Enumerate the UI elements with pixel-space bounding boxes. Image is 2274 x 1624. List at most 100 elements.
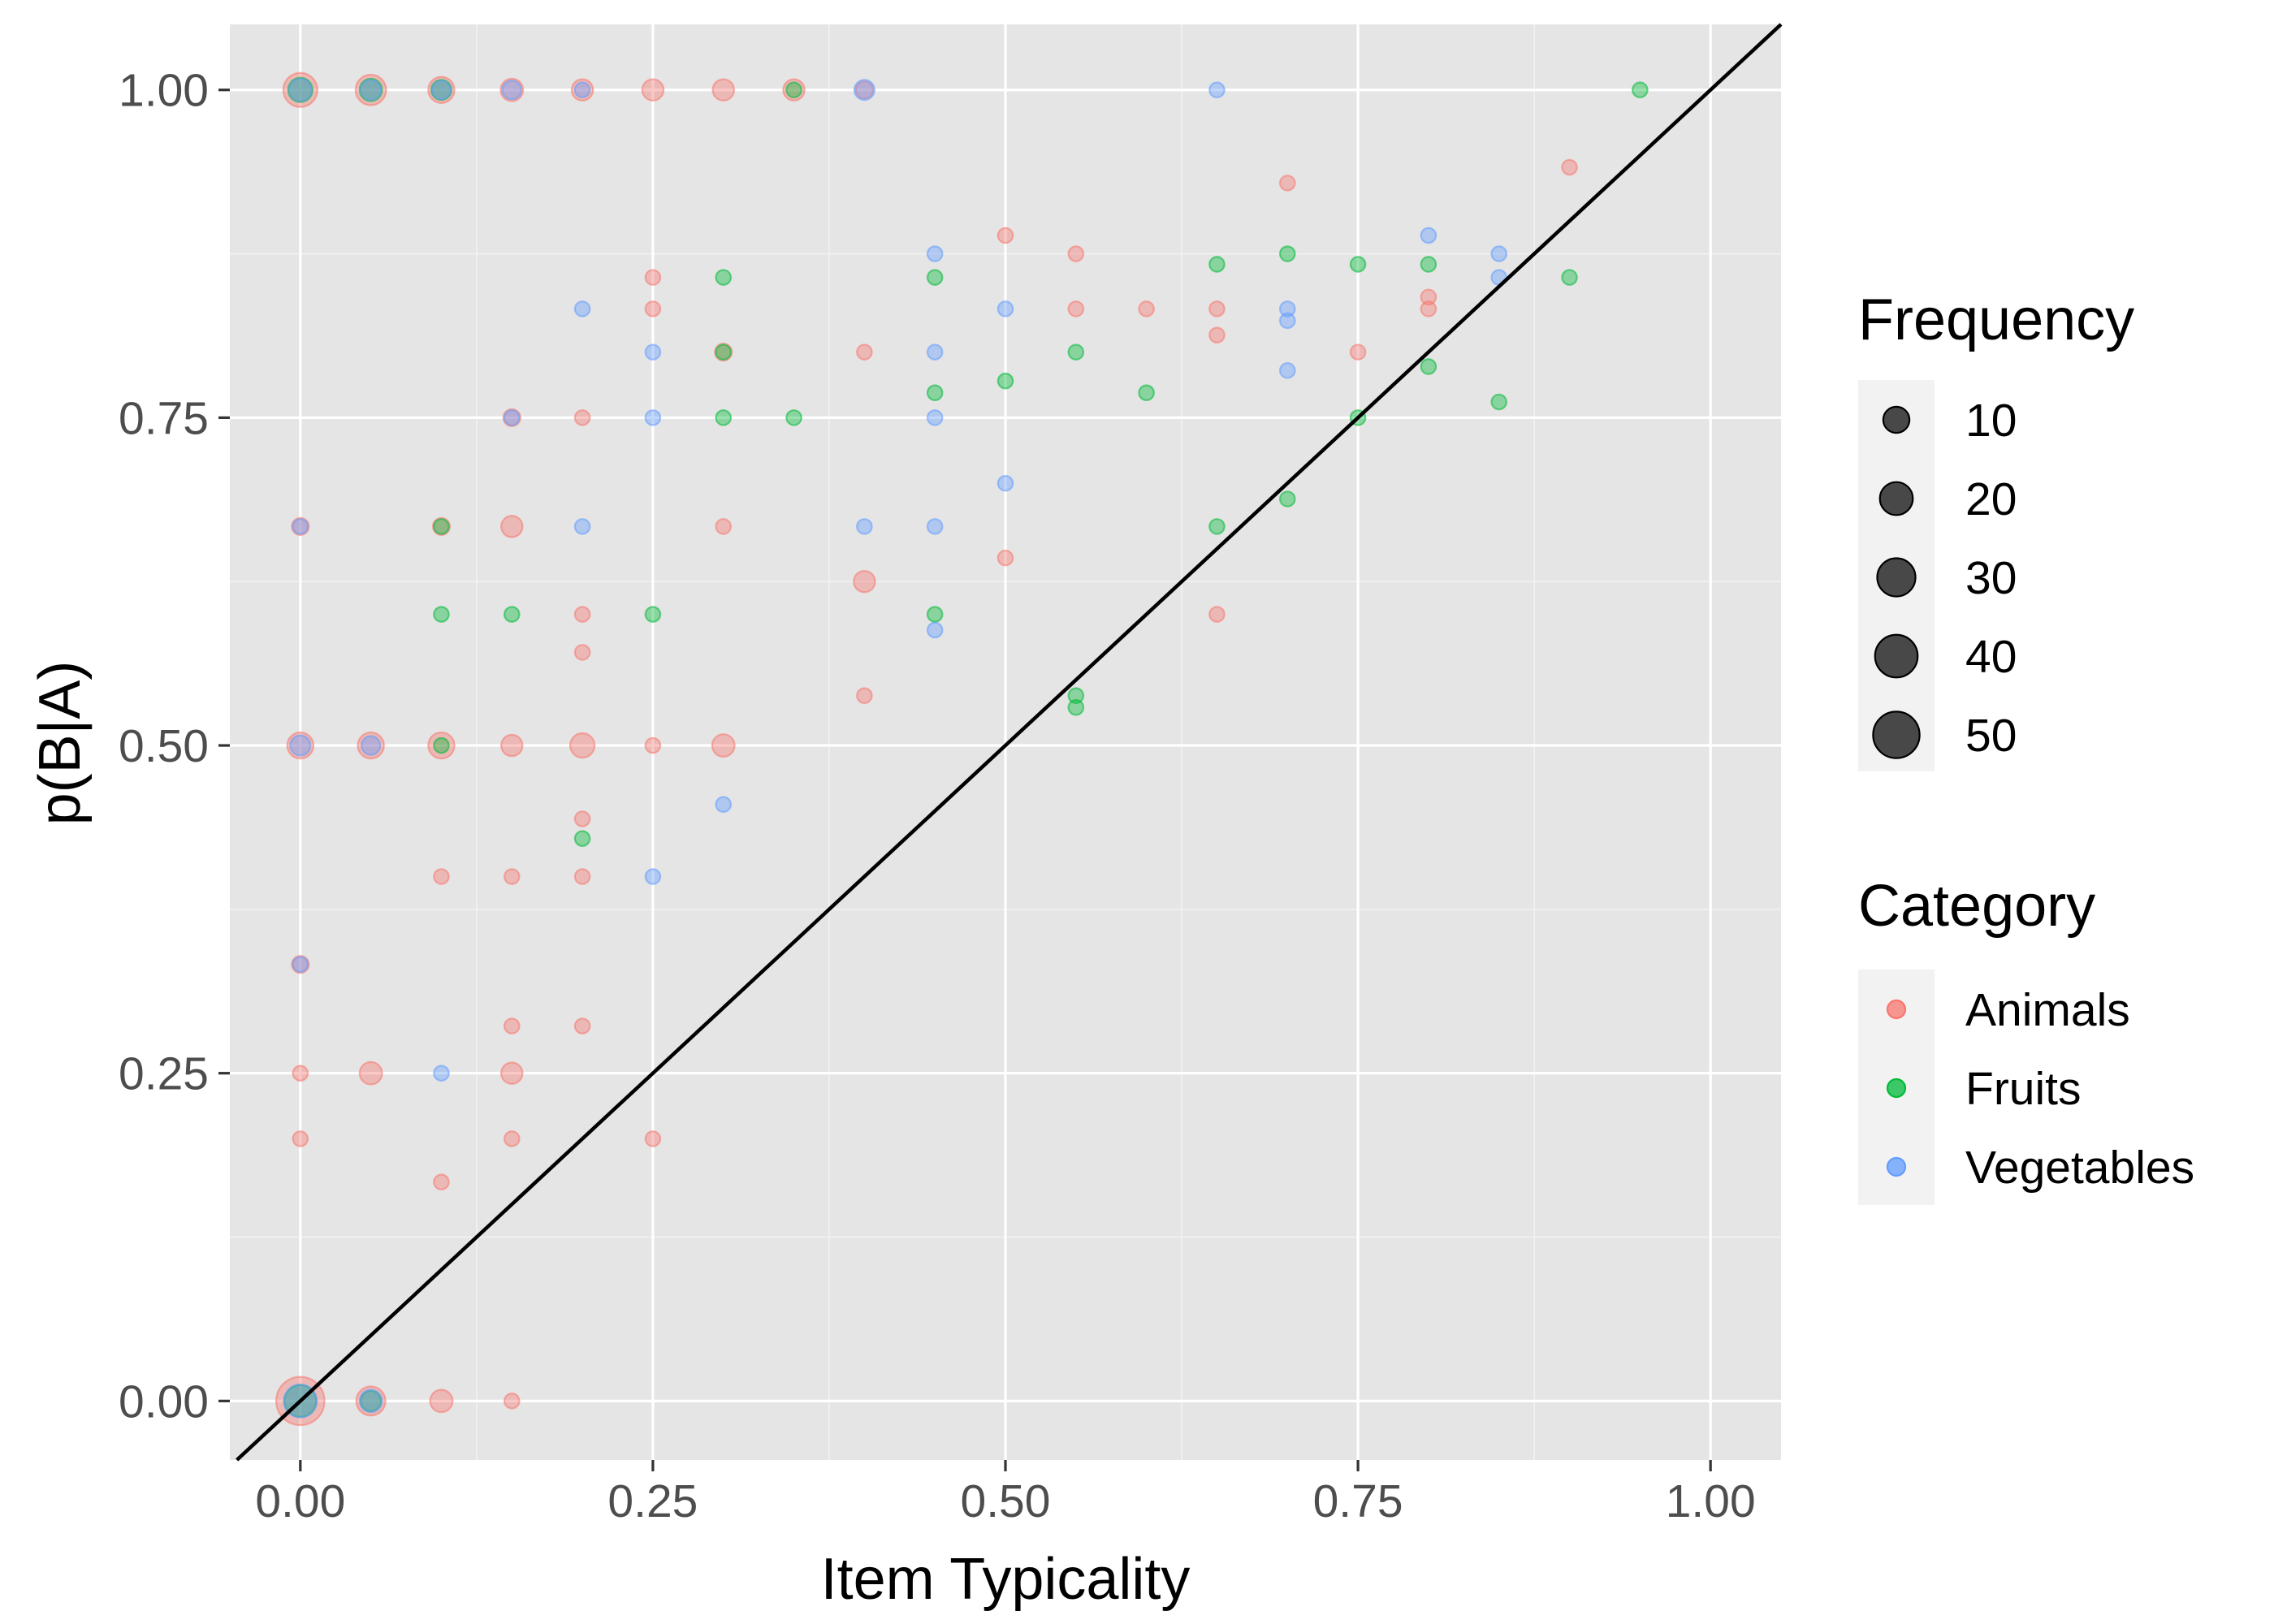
y-axis: 0.00 0.25 0.50 0.75 1.00 xyxy=(119,65,230,1427)
data-point xyxy=(1561,158,1578,176)
data-point xyxy=(1349,343,1367,361)
data-point xyxy=(427,731,456,760)
data-point xyxy=(1067,245,1085,262)
frequency-legend-key xyxy=(1874,633,1919,679)
data-point xyxy=(360,735,382,756)
data-point xyxy=(644,1130,662,1147)
data-point xyxy=(926,621,944,639)
data-point xyxy=(433,1173,450,1191)
data-point xyxy=(996,474,1014,492)
data-point xyxy=(1208,300,1226,317)
data-point xyxy=(291,516,310,537)
data-point xyxy=(433,606,450,623)
data-point xyxy=(785,409,802,426)
data-point xyxy=(644,736,662,754)
data-point xyxy=(501,80,522,101)
frequency-legend-label: 50 xyxy=(1965,710,2017,762)
frequency-legend-label: 10 xyxy=(1965,395,2017,447)
y-tick-label: 0.50 xyxy=(119,720,209,772)
data-point xyxy=(433,868,450,885)
data-point xyxy=(433,518,450,535)
data-point xyxy=(1208,256,1226,273)
frequency-legend-label: 40 xyxy=(1965,631,2017,683)
data-point xyxy=(573,830,591,847)
data-point xyxy=(644,409,662,426)
data-point xyxy=(1632,81,1649,99)
data-point xyxy=(500,733,524,758)
data-point xyxy=(1420,288,1437,306)
data-point xyxy=(292,1065,309,1082)
y-tick-label: 0.25 xyxy=(119,1048,209,1100)
data-point xyxy=(292,956,309,973)
data-point xyxy=(573,644,591,661)
data-point xyxy=(430,80,452,101)
data-point xyxy=(926,245,944,262)
data-point xyxy=(1278,490,1296,508)
series-vegetables xyxy=(283,77,1508,1419)
data-point xyxy=(573,1017,591,1034)
data-point xyxy=(429,1389,454,1414)
data-point xyxy=(996,372,1014,390)
frequency-legend-title: Frequency xyxy=(1858,287,2134,352)
data-point xyxy=(503,1017,521,1034)
data-point xyxy=(431,516,452,537)
data-point xyxy=(358,1060,383,1086)
x-tick-label: 0.75 xyxy=(1313,1475,1403,1527)
data-point xyxy=(573,868,591,885)
data-point xyxy=(503,1130,521,1147)
frequency-legend-key xyxy=(1876,557,1917,598)
series-fruits xyxy=(283,76,1649,1419)
data-point xyxy=(926,384,944,402)
data-point xyxy=(1208,518,1226,535)
frequency-legend-key xyxy=(1878,481,1914,516)
data-point xyxy=(714,343,733,362)
data-point xyxy=(291,955,310,974)
data-point xyxy=(854,80,874,100)
category-legend: Category Animals Fruits Vegetables xyxy=(1858,874,2194,1205)
data-point xyxy=(499,77,525,102)
data-point xyxy=(1067,300,1085,317)
data-point xyxy=(926,409,944,426)
data-point xyxy=(287,76,313,103)
x-axis: 0.00 0.25 0.50 0.75 1.00 xyxy=(255,1460,1756,1527)
data-point xyxy=(1067,343,1085,361)
x-tick-label: 0.50 xyxy=(961,1475,1051,1527)
y-tick-label: 0.00 xyxy=(119,1376,209,1427)
data-point xyxy=(785,81,802,99)
category-legend-title: Category xyxy=(1858,874,2095,939)
data-point xyxy=(715,343,733,361)
data-point xyxy=(568,732,596,759)
data-point xyxy=(1208,326,1226,343)
data-point xyxy=(1278,312,1296,330)
data-point xyxy=(926,518,944,535)
frequency-legend-key xyxy=(1882,405,1911,434)
data-point xyxy=(1420,256,1437,273)
data-point xyxy=(433,1065,450,1082)
data-point xyxy=(287,77,313,102)
data-point xyxy=(500,1061,524,1085)
data-point xyxy=(926,343,944,361)
data-point xyxy=(853,79,875,102)
data-point xyxy=(644,269,662,286)
data-point xyxy=(1208,81,1226,99)
data-point xyxy=(1278,245,1296,262)
data-point xyxy=(573,606,591,623)
y-axis-title: p(B|A) xyxy=(28,661,93,826)
data-point xyxy=(1561,269,1578,286)
frequency-legend-key xyxy=(1872,710,1921,759)
data-point xyxy=(1420,358,1437,375)
data-point xyxy=(360,1389,383,1412)
data-point xyxy=(644,300,662,317)
x-tick-label: 0.25 xyxy=(607,1475,698,1527)
data-point xyxy=(573,518,591,535)
data-point xyxy=(1138,384,1155,402)
data-point xyxy=(711,733,736,758)
identity-reference-line xyxy=(236,23,1783,1462)
x-axis-title: Item Typicality xyxy=(821,1547,1191,1612)
data-point xyxy=(715,409,733,426)
data-point xyxy=(1420,227,1437,244)
category-legend-label: Animals xyxy=(1965,984,2130,1036)
data-point xyxy=(1490,393,1508,411)
data-point xyxy=(715,796,733,813)
